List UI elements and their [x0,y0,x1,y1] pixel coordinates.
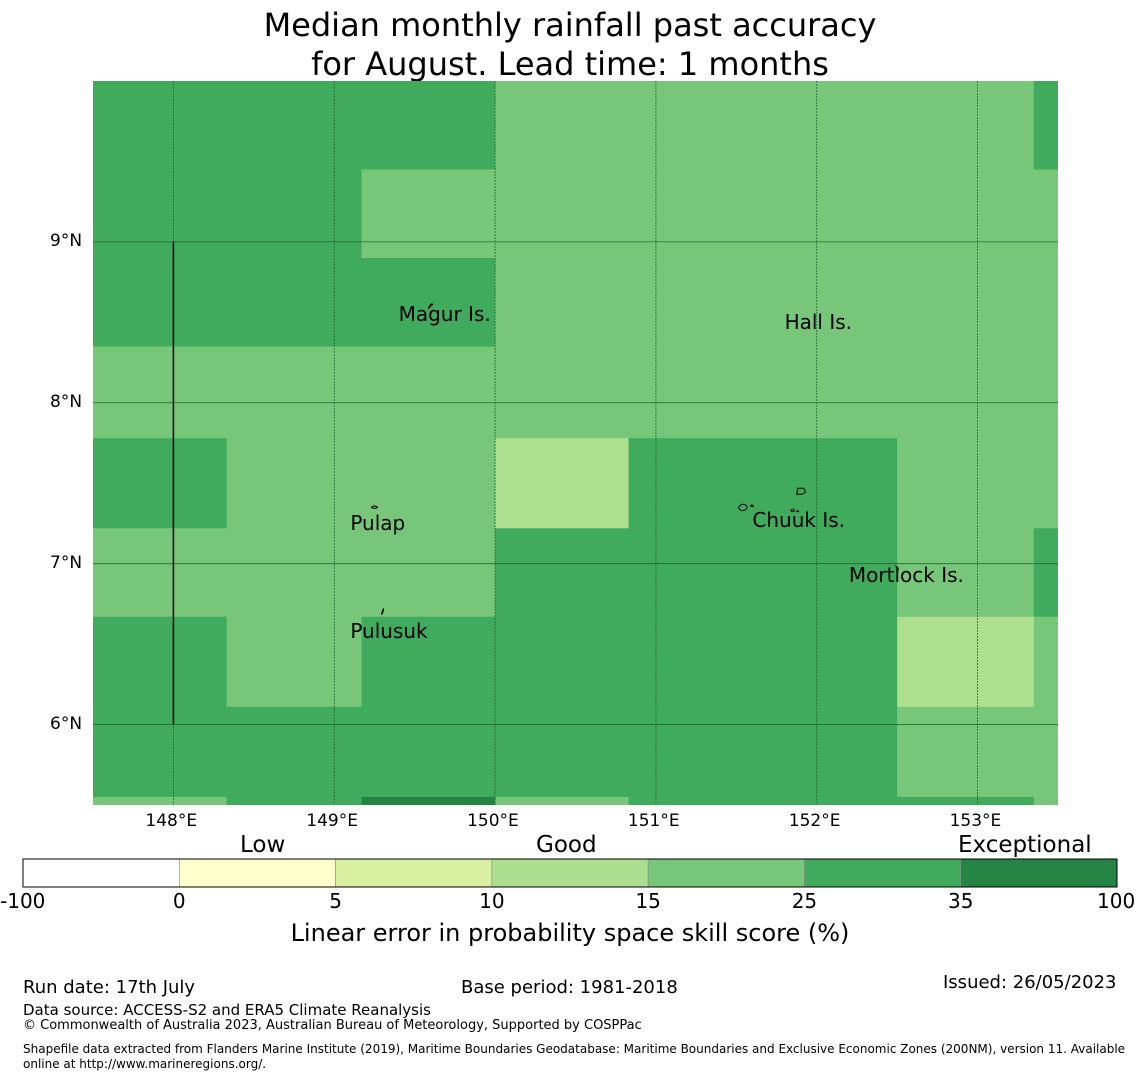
colorbar-segment [22,858,180,888]
skill-cell [93,346,1058,439]
skill-cell [361,169,1058,259]
island-outline [796,487,807,495]
map-panel [93,81,1058,805]
island-outline [789,508,800,513]
issued-date: Issued: 26/05/2023 [943,972,1117,993]
skill-cell [495,438,630,529]
colorbar-label: Linear error in probability space skill … [290,919,850,947]
skill-cell [226,796,363,805]
skill-cell [897,528,1035,618]
colorbar-segment [178,858,336,888]
colorbar-tick-label: -100 [0,889,46,913]
skill-cell [226,616,363,708]
colorbar-segment [960,858,1118,888]
skill-cell [93,796,228,805]
skill-cell [628,438,898,529]
latitude-tick-label: 7°N [50,552,83,573]
colorbar-tick-label: 15 [635,889,661,913]
colorbar-tick-label: 10 [479,889,505,913]
longitude-tick-label: 153°E [949,811,1002,831]
island-outline [427,303,434,310]
latitude-tick-label: 9°N [50,230,83,251]
skill-cell [93,438,228,529]
colorbar [22,858,1118,888]
longitude-tick-label: 151°E [627,811,680,831]
skill-cell [93,257,496,348]
skill-cell [93,616,228,708]
skill-cell [226,438,496,529]
skill-cell [1033,81,1058,171]
skill-cell [1033,616,1058,708]
data-source: Data source: ACCESS-S2 and ERA5 Climate … [23,1001,431,1019]
colorbar-tick-label: 25 [791,889,818,913]
base-period: Base period: 1981-2018 [461,977,678,998]
skill-cell [361,796,496,805]
island-outline [381,607,385,616]
skill-cell [93,528,496,618]
skill-cell [361,616,898,708]
shapefile-credit-line-1: Shapefile data extracted from Flanders M… [23,1042,1126,1056]
colorbar-tick-label: 5 [329,889,342,913]
longitude-tick-label: 148°E [145,811,198,831]
latitude-tick-label: 8°N [50,391,83,412]
island-outline [894,565,899,572]
map-title-line-1: Median monthly rainfall past accuracy [263,6,877,44]
category-exceptional-label: Exceptional [958,832,1092,858]
colorbar-segment [647,858,805,888]
island-outline [737,503,755,512]
island-outline [370,505,379,509]
place-label: Pulap [350,511,406,536]
place-label: Mortlock Is. [848,562,964,587]
skill-cell [93,169,363,259]
colorbar-segment [335,858,493,888]
latitude-tick-label: 6°N [50,713,83,734]
longitude-tick-label: 152°E [788,811,841,831]
skill-cell [897,796,1035,805]
longitude-tick-label: 150°E [467,811,519,831]
category-good-label: Good [536,832,597,858]
colorbar-frame [22,858,1118,888]
colorbar-tick-label: 35 [947,889,974,913]
place-label: Magur Is. [398,302,491,327]
category-low-label: Low [240,832,286,858]
skill-cell [495,257,1058,348]
skill-score-map [93,81,1058,805]
shapefile-credit-line-2: online at http://www.marineregions.org/. [23,1057,267,1071]
skill-cell [93,81,496,171]
map-title-line-2: for August. Lead time: 1 months [311,45,829,83]
skill-cell [897,616,1035,708]
skill-cell [1033,796,1058,805]
place-label: Chuuk Is. [752,508,846,533]
skill-cell [495,81,1035,171]
run-date: Run date: 17th July [23,977,196,998]
copyright: © Commonwealth of Australia 2023, Austra… [23,1018,642,1033]
skill-cell [1033,528,1058,618]
longitude-tick-label: 149°E [306,811,358,831]
colorbar-tick-label: 100 [1097,889,1136,913]
colorbar-tick-label: 0 [172,889,186,913]
colorbar-segment [804,858,962,888]
colorbar-segment [491,858,649,888]
skill-cell [495,796,630,805]
skill-cell [628,796,898,805]
skill-cell [495,528,898,618]
place-label: Pulusuk [350,619,428,644]
place-label: Hall Is. [784,310,853,335]
